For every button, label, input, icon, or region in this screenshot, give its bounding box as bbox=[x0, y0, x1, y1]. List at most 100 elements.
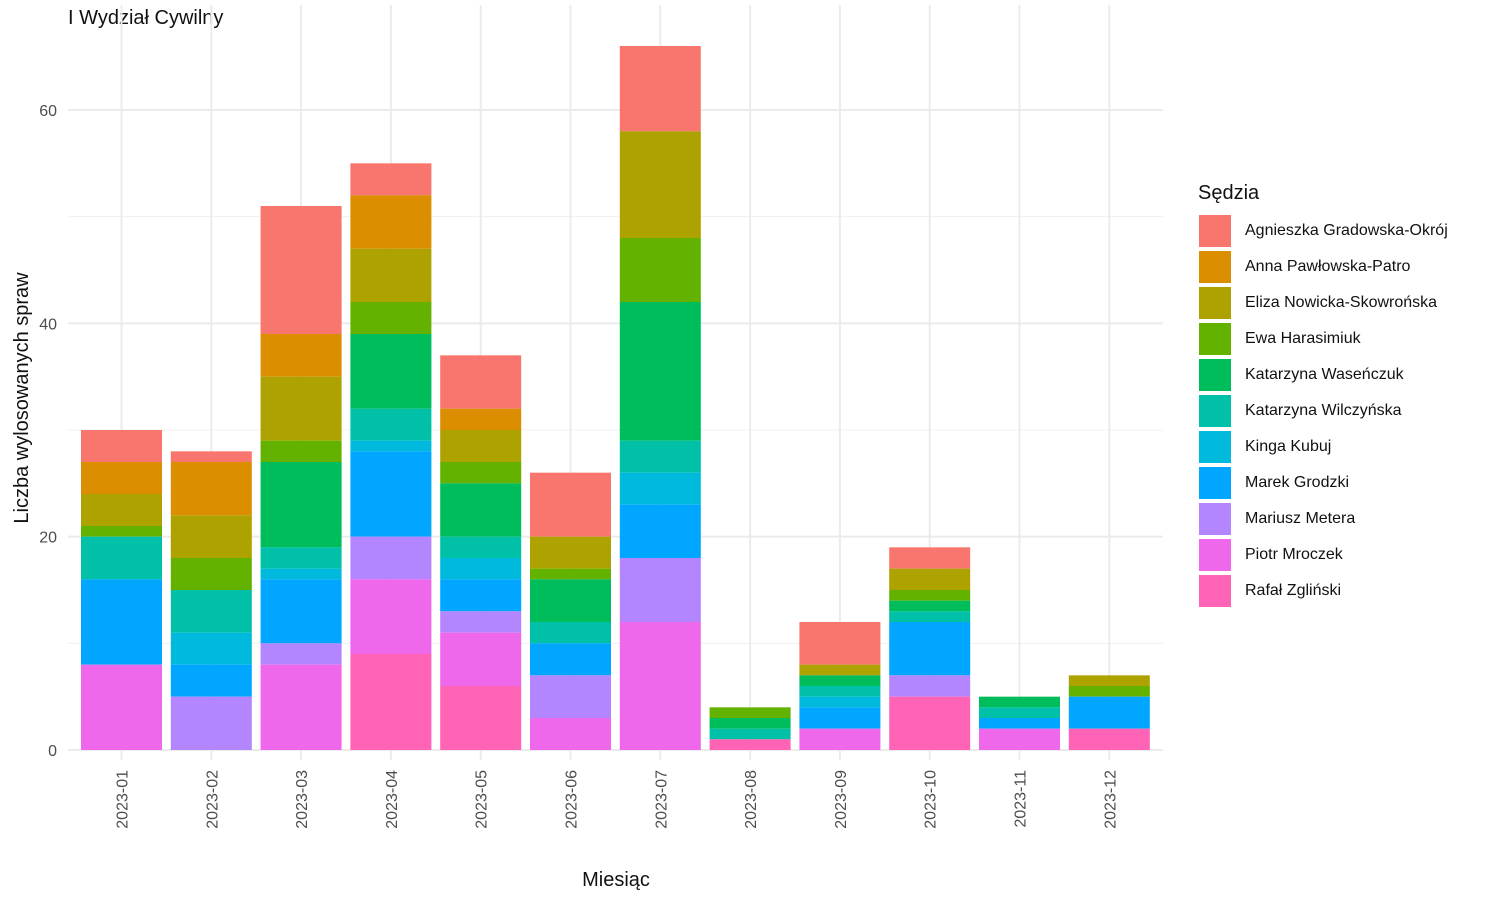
bar-segment: Katarzyna Waseńczuk: 7 bbox=[350, 334, 432, 409]
bar-segment: Piotr Mroczek: 8 bbox=[81, 664, 162, 750]
bar-segment: Ewa Harasimiuk: 2 bbox=[440, 462, 522, 484]
legend-label: Eliza Nowicka-Skowrońska bbox=[1245, 294, 1438, 311]
bar-segment: Katarzyna Waseńczuk: 1 bbox=[709, 718, 791, 729]
x-tick-label: 2023-12 bbox=[1102, 770, 1119, 829]
bar-segment: Piotr Mroczek: 8 bbox=[260, 664, 342, 750]
legend-label: Rafał Zgliński bbox=[1245, 582, 1342, 599]
bar-segment: Piotr Mroczek: 5 bbox=[440, 632, 522, 686]
x-axis-label: Miesiąc bbox=[582, 869, 650, 891]
bar-segment: Marek Grodzki: 5 bbox=[619, 504, 701, 558]
bar-segment: Kinga Kubuj: 1 bbox=[260, 568, 342, 580]
legend-item: Kinga Kubuj bbox=[1198, 429, 1448, 465]
bar-segment: Anna Pawłowska-Patro: 2 bbox=[440, 408, 522, 430]
bar-segment: Mariusz Metera: 4 bbox=[350, 536, 432, 580]
bar-segment: Eliza Nowicka-Skowrońska: 5 bbox=[350, 248, 432, 302]
legend-item: Eliza Nowicka-Skowrońska bbox=[1198, 285, 1448, 321]
bar-segment: Kinga Kubuj: 3 bbox=[170, 632, 252, 665]
bar-segment: Piotr Mroczek: 2 bbox=[979, 728, 1060, 750]
legend-item: Katarzyna Wilczyńska bbox=[1198, 393, 1448, 429]
x-tick-label: 2023-07 bbox=[653, 770, 670, 829]
bar-segment: Rafał Zgliński: 6 bbox=[440, 686, 522, 750]
bar-segment: Marek Grodzki: 3 bbox=[440, 579, 522, 612]
bar-segment: Piotr Mroczek: 2 bbox=[799, 728, 881, 750]
legend-title: Sędzia bbox=[1198, 182, 1260, 204]
legend-label: Marek Grodzki bbox=[1245, 474, 1350, 491]
bar-segment: Rafał Zgliński: 9 bbox=[350, 654, 432, 750]
bar-segment: Marek Grodzki: 2 bbox=[799, 707, 881, 729]
legend-key bbox=[1198, 538, 1232, 572]
bar-segment: Ewa Harasimiuk: 1 bbox=[889, 590, 971, 601]
bar-segment: Katarzyna Wilczyńska: 2 bbox=[530, 622, 611, 644]
y-tick-label: 60 bbox=[39, 103, 57, 120]
bar-segment: Piotr Mroczek: 7 bbox=[350, 579, 432, 654]
bar-segment: Kinga Kubuj: 1 bbox=[799, 696, 881, 708]
bar-segment: Marek Grodzki: 3 bbox=[170, 664, 252, 697]
legend-key bbox=[1198, 466, 1232, 500]
bar-segment: Ewa Harasimiuk: 1 bbox=[1068, 686, 1150, 697]
bar-segment: Anna Pawłowska-Patro: 5 bbox=[170, 462, 252, 516]
bar-segment: Katarzyna Wilczyńska: 4 bbox=[170, 590, 252, 633]
bar-segment: Mariusz Metera: 2 bbox=[440, 611, 522, 633]
legend-item: Anna Pawłowska-Patro bbox=[1198, 249, 1448, 285]
bar-segment: Marek Grodzki: 8 bbox=[81, 579, 162, 665]
bar-segment: Kinga Kubuj: 3 bbox=[619, 472, 701, 505]
bar-segment: Rafał Zgliński: 1 bbox=[709, 739, 791, 750]
x-tick-label: 2023-06 bbox=[564, 770, 581, 829]
legend-label: Piotr Mroczek bbox=[1245, 546, 1343, 563]
bar-segment: Marek Grodzki: 8 bbox=[350, 451, 432, 537]
legend-item: Piotr Mroczek bbox=[1198, 537, 1448, 573]
bar-segment: Katarzyna Wilczyńska: 2 bbox=[260, 547, 342, 569]
x-tick-label: 2023-08 bbox=[743, 770, 760, 829]
legend-key bbox=[1198, 430, 1232, 464]
x-tick-label: 2023-02 bbox=[204, 770, 221, 829]
bar-segment: Katarzyna Wilczyńska: 1 bbox=[979, 707, 1060, 718]
bar-segment: Ewa Harasimiuk: 6 bbox=[619, 238, 701, 302]
bar-segment: Anna Pawłowska-Patro: 3 bbox=[81, 462, 162, 494]
bar-segment: Ewa Harasimiuk: 2 bbox=[260, 440, 342, 462]
bar-segment: Marek Grodzki: 3 bbox=[530, 643, 611, 676]
bar-segment: Agnieszka Gradowska-Okrój: 8 bbox=[619, 46, 701, 132]
bar-segment: Eliza Nowicka-Skowrońska: 3 bbox=[530, 536, 611, 569]
legend-key bbox=[1198, 250, 1232, 284]
legend-key bbox=[1198, 574, 1232, 608]
legend-item: Rafał Zgliński bbox=[1198, 573, 1448, 609]
bar-segment: Kinga Kubuj: 1 bbox=[350, 440, 432, 452]
bar-segment: Rafał Zgliński: 5 bbox=[889, 696, 971, 750]
legend-label: Katarzyna Waseńczuk bbox=[1245, 366, 1404, 383]
bar-segment: Eliza Nowicka-Skowrońska: 1 bbox=[1068, 675, 1150, 686]
bar-segment: Agnieszka Gradowska-Okrój: 4 bbox=[799, 622, 881, 665]
bar-segment: Agnieszka Gradowska-Okrój: 1 bbox=[170, 451, 252, 462]
bar-segment: Ewa Harasimiuk: 3 bbox=[170, 558, 252, 590]
bar-segment: Mariusz Metera: 4 bbox=[530, 675, 611, 718]
bar-segment: Eliza Nowicka-Skowrońska: 3 bbox=[440, 430, 522, 462]
bar-segment: Ewa Harasimiuk: 1 bbox=[530, 568, 611, 580]
bar-segment: Mariusz Metera: 6 bbox=[619, 558, 701, 622]
bar-segment: Katarzyna Wilczyńska: 3 bbox=[350, 408, 432, 441]
legend-key bbox=[1198, 358, 1232, 392]
bar-segment: Katarzyna Wilczyńska: 1 bbox=[799, 686, 881, 697]
bar-segment: Eliza Nowicka-Skowrońska: 10 bbox=[619, 131, 701, 238]
legend-item: Marek Grodzki bbox=[1198, 465, 1448, 501]
bar-segment: Katarzyna Waseńczuk: 1 bbox=[889, 600, 971, 612]
x-tick-label: 2023-01 bbox=[115, 770, 132, 829]
legend-key bbox=[1198, 394, 1232, 428]
bar-segment: Anna Pawłowska-Patro: 4 bbox=[260, 334, 342, 377]
bar-segment: Katarzyna Wilczyńska: 4 bbox=[81, 536, 162, 580]
legend-item: Mariusz Metera bbox=[1198, 501, 1448, 537]
bar-segment: Katarzyna Wilczyńska: 1 bbox=[709, 728, 791, 740]
bar-segment: Katarzyna Waseńczuk: 1 bbox=[799, 675, 881, 686]
bar-segment: Piotr Mroczek: 12 bbox=[619, 622, 701, 750]
bar-segment: Eliza Nowicka-Skowrońska: 6 bbox=[260, 376, 342, 441]
bar-segment: Ewa Harasimiuk: 1 bbox=[81, 526, 162, 537]
legend-items: Agnieszka Gradowska-Okrój Anna Pawłowska-… bbox=[1198, 213, 1448, 609]
bar-segment: Eliza Nowicka-Skowrońska: 1 bbox=[799, 664, 881, 676]
bar-segment: Katarzyna Waseńczuk: 8 bbox=[260, 462, 342, 548]
x-tick-label: 2023-05 bbox=[474, 770, 491, 829]
bar-segment: Katarzyna Waseńczuk: 13 bbox=[619, 302, 701, 441]
x-tick-label: 2023-03 bbox=[294, 770, 311, 829]
bar-segment: Eliza Nowicka-Skowrońska: 3 bbox=[81, 494, 162, 526]
bar-segment: Katarzyna Waseńczuk: 4 bbox=[530, 579, 611, 622]
legend-key bbox=[1198, 322, 1232, 356]
bar-segment: Katarzyna Waseńczuk: 5 bbox=[440, 483, 522, 537]
bar-segment: Marek Grodzki: 6 bbox=[260, 579, 342, 644]
